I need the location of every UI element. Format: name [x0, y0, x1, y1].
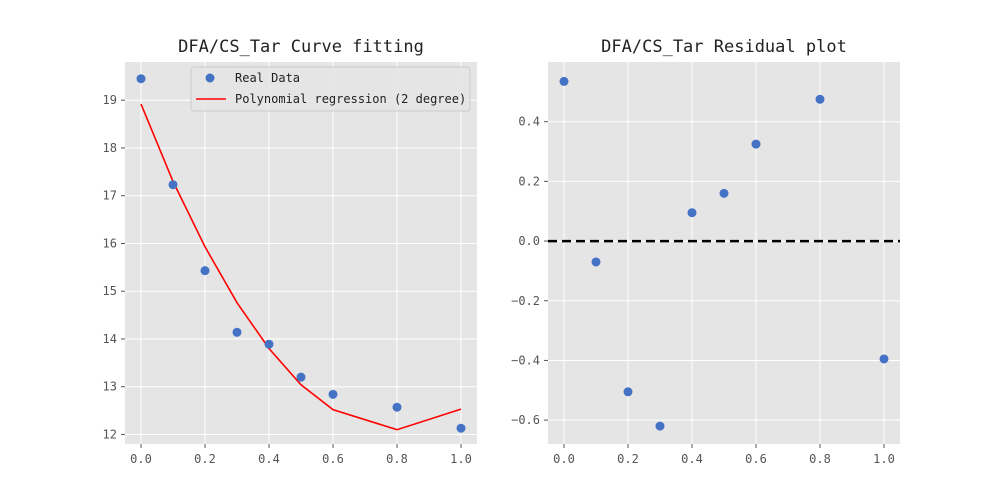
- x-tick-label: 0.4: [681, 452, 703, 466]
- x-tick-label: 0.6: [322, 452, 344, 466]
- y-tick-label: 17: [103, 189, 117, 203]
- data-point: [264, 339, 274, 349]
- data-point: [136, 74, 146, 84]
- legend: Real Data Polynomial regression (2 degree…: [190, 66, 471, 112]
- y-tick-label: −0.4: [511, 353, 540, 367]
- y-tick-label: 0.2: [518, 174, 540, 188]
- legend-marker-real-data: [205, 73, 215, 83]
- x-tick-label: 0.0: [130, 452, 152, 466]
- y-tick-label: −0.2: [511, 294, 540, 308]
- y-tick-label: 14: [103, 332, 117, 346]
- x-tick-label: 0.6: [745, 452, 767, 466]
- y-tick-label: 13: [103, 380, 117, 394]
- data-point: [392, 402, 402, 412]
- data-point: [456, 423, 466, 433]
- data-point: [328, 389, 338, 399]
- y-tick-label: 19: [103, 93, 117, 107]
- y-tick-label: 18: [103, 141, 117, 155]
- data-point: [296, 372, 306, 382]
- y-tick-label: 16: [103, 236, 117, 250]
- legend-label: Polynomial regression (2 degree): [235, 92, 466, 106]
- y-tick-label: 0.4: [518, 115, 540, 129]
- curve-fitting-panel: 0.0 0.2 0.4 0.6 0.8 1.0 12 13 14 15 16 17 18 19 DFA/CS…: [103, 37, 477, 466]
- data-point: [655, 421, 665, 431]
- data-point: [591, 257, 601, 267]
- legend-box: [190, 66, 471, 112]
- data-point: [168, 180, 178, 190]
- x-tick-label: 0.8: [809, 452, 831, 466]
- data-point: [815, 94, 825, 104]
- x-tick-label: 0.2: [194, 452, 216, 466]
- data-point: [719, 188, 729, 198]
- x-tick-label: 0.4: [258, 452, 280, 466]
- residual-plot-panel: 0.0 0.2 0.4 0.6 0.8 1.0 −0.6 −0.4 −0.2 0.0 0.2 0.4 D…: [511, 37, 900, 466]
- y-tick-label: 15: [103, 284, 117, 298]
- x-tick-label: 1.0: [450, 452, 472, 466]
- x-tick-label: 0.8: [386, 452, 408, 466]
- plot-area: [548, 62, 900, 444]
- y-tick-label: 0.0: [518, 234, 540, 248]
- chart-title: DFA/CS_Tar Residual plot: [601, 37, 847, 57]
- data-point: [751, 139, 761, 149]
- legend-label: Real Data: [235, 71, 300, 85]
- x-tick-label: 0.0: [553, 452, 575, 466]
- data-point: [687, 208, 697, 218]
- x-tick-label: 0.2: [617, 452, 639, 466]
- y-tick-label: 12: [103, 427, 117, 441]
- data-point: [879, 354, 889, 364]
- y-tick-label: −0.6: [511, 413, 540, 427]
- data-point: [200, 266, 210, 276]
- x-tick-label: 1.0: [873, 452, 895, 466]
- data-point: [232, 327, 242, 337]
- chart-title: DFA/CS_Tar Curve fitting: [178, 37, 424, 57]
- data-point: [623, 387, 633, 397]
- data-point: [559, 76, 569, 86]
